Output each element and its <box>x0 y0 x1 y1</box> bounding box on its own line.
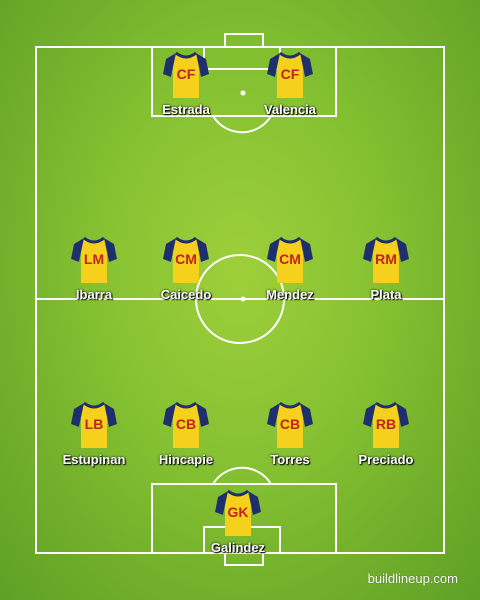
player-marker[interactable]: CM Mendez <box>245 235 335 307</box>
player-name: Preciado <box>358 452 414 467</box>
bottom-penalty-arc <box>212 466 272 485</box>
player-shirt: RM <box>362 235 410 285</box>
jersey-icon <box>71 236 117 283</box>
player-marker[interactable]: CB Torres <box>245 400 335 472</box>
player-name: Hincapie <box>158 452 214 467</box>
player-marker[interactable]: CB Hincapie <box>141 400 231 472</box>
player-marker[interactable]: CM Caicedo <box>141 235 231 307</box>
player-shirt: CM <box>162 235 210 285</box>
watermark: buildlineup.com <box>367 571 458 586</box>
player-position: CB <box>175 416 197 432</box>
jersey-icon <box>363 401 409 448</box>
player-name: Galindez <box>210 540 266 555</box>
player-name: Valencia <box>263 102 317 117</box>
player-position: RB <box>375 416 397 432</box>
player-shirt: CB <box>162 400 210 450</box>
player-name: Plata <box>370 287 402 302</box>
player-shirt: CB <box>266 400 314 450</box>
jersey-icon <box>363 236 409 283</box>
jersey-icon <box>71 401 117 448</box>
player-marker[interactable]: LM Ibarra <box>49 235 139 307</box>
jersey-icon <box>215 489 261 536</box>
player-position: GK <box>227 504 249 520</box>
bottom-goal <box>224 552 264 566</box>
jersey-icon <box>267 401 313 448</box>
player-position: LB <box>84 416 104 432</box>
player-position: LM <box>83 251 105 267</box>
player-marker[interactable]: CF Estrada <box>141 50 231 122</box>
player-name: Estupinan <box>62 452 126 467</box>
player-position: CM <box>279 251 301 267</box>
player-marker[interactable]: LB Estupinan <box>49 400 139 472</box>
player-name: Ibarra <box>75 287 113 302</box>
jersey-icon <box>163 401 209 448</box>
player-marker[interactable]: RB Preciado <box>341 400 431 472</box>
player-name: Torres <box>270 452 310 467</box>
player-shirt: RB <box>362 400 410 450</box>
jersey-icon <box>163 236 209 283</box>
jersey-icon <box>163 51 209 98</box>
player-position: CF <box>176 66 196 82</box>
player-shirt: LB <box>70 400 118 450</box>
player-position: CB <box>279 416 301 432</box>
jersey-icon <box>267 236 313 283</box>
player-shirt: GK <box>214 488 262 538</box>
player-marker[interactable]: GK Galindez <box>193 488 283 560</box>
player-shirt: LM <box>70 235 118 285</box>
jersey-icon <box>267 51 313 98</box>
player-position: RM <box>375 251 397 267</box>
top-goal <box>224 33 264 48</box>
player-shirt: CF <box>266 50 314 100</box>
player-name: Mendez <box>266 287 314 302</box>
player-position: CF <box>280 66 300 82</box>
center-circle <box>195 254 285 344</box>
player-marker[interactable]: CF Valencia <box>245 50 335 122</box>
player-shirt: CM <box>266 235 314 285</box>
top-penalty-arc <box>212 115 272 134</box>
player-shirt: CF <box>162 50 210 100</box>
player-name: Caicedo <box>160 287 212 302</box>
player-name: Estrada <box>162 102 210 117</box>
center-spot <box>240 296 246 302</box>
top-penalty-spot <box>240 90 246 96</box>
player-marker[interactable]: RM Plata <box>341 235 431 307</box>
player-position: CM <box>175 251 197 267</box>
